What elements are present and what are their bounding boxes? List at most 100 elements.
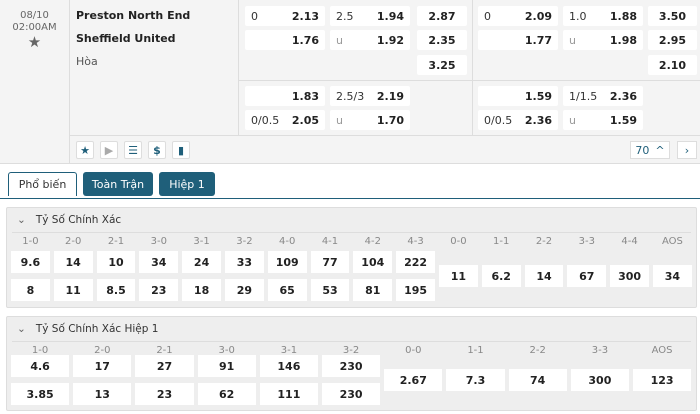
list-icon[interactable]: ☰: [124, 141, 142, 159]
odds-cell[interactable]: 0 2.13: [245, 6, 325, 26]
odds-line: 0: [484, 9, 491, 23]
odds-cell[interactable]: 2.87: [417, 6, 467, 26]
score-odds-cell[interactable]: 62: [197, 383, 256, 405]
odds-cell[interactable]: 2.35: [417, 30, 467, 50]
odds-cell[interactable]: 3.50: [648, 6, 697, 26]
score-odds-cell[interactable]: 8: [11, 279, 50, 301]
score-odds-cell[interactable]: 27: [135, 355, 194, 377]
away-team: Sheffield United: [76, 32, 176, 45]
score-odds-cell[interactable]: 6.2: [481, 265, 521, 287]
score-label: 3-1: [280, 345, 298, 356]
score-odds-cell[interactable]: 230: [322, 355, 381, 377]
match-time: 08/10 02:00AM ★: [0, 0, 70, 164]
odds-line: 0/0.5: [484, 113, 513, 127]
score-odds-cell[interactable]: 29: [225, 279, 264, 301]
score-odds-cell[interactable]: 3.85: [11, 383, 70, 405]
score-odds-cell[interactable]: 91: [197, 355, 256, 377]
score-odds-cell[interactable]: 34: [139, 251, 179, 273]
score-odds-cell[interactable]: 146: [259, 355, 318, 377]
score-odds-cell[interactable]: 123: [633, 369, 692, 391]
odds-cell[interactable]: u 1.70: [330, 110, 410, 130]
odds-cell[interactable]: 1.76: [245, 30, 325, 50]
score-label: 0-0: [450, 236, 467, 247]
score-odds-cell[interactable]: 17: [73, 355, 132, 377]
score-odds-cell[interactable]: 230: [322, 383, 381, 405]
odds-cell[interactable]: 0 2.09: [478, 6, 558, 26]
odds-cell[interactable]: 2.5/3 2.19: [330, 86, 410, 106]
odds-value: 1.83: [291, 89, 319, 103]
score-odds-cell[interactable]: 104: [353, 251, 393, 273]
score-odds-cell[interactable]: 74: [508, 369, 567, 391]
score-odds-cell[interactable]: 11: [439, 265, 478, 287]
score-odds-cell[interactable]: 300: [570, 369, 629, 391]
odds-cell[interactable]: u 1.92: [330, 30, 410, 50]
odds-cell[interactable]: 0/0.5 2.36: [478, 110, 558, 130]
score-label: 2-0: [94, 345, 111, 356]
odds-cell[interactable]: u 1.98: [563, 30, 643, 50]
odds-cell[interactable]: 3.25: [417, 55, 467, 75]
correct-score-section: ⌄ Tỷ Số Chính Xác 1-0 9.6 8 2-0 14 11 2-1 10 8.5 3…: [6, 207, 697, 308]
section-header[interactable]: ⌄ Tỷ Số Chính Xác Hiệp 1: [17, 323, 158, 335]
score-label: 4-3: [407, 236, 424, 247]
score-odds-cell[interactable]: 8.5: [96, 279, 136, 301]
score-odds-cell[interactable]: 13: [73, 383, 132, 405]
star-icon[interactable]: ★: [76, 141, 94, 159]
odds-cell[interactable]: 1.83: [245, 86, 325, 106]
odds-cell[interactable]: 1.0 1.88: [563, 6, 643, 26]
odds-line: 1.0: [569, 9, 587, 23]
odds-value: 1.92: [376, 33, 404, 47]
score-odds-cell[interactable]: 53: [310, 279, 350, 301]
odds-cell[interactable]: 2.5 1.94: [330, 6, 410, 26]
section-title: Tỷ Số Chính Xác Hiệp 1: [35, 323, 159, 335]
chevron-down-icon: ⌄: [17, 323, 26, 335]
score-odds-cell[interactable]: 111: [259, 383, 318, 405]
score-odds-cell[interactable]: 14: [524, 265, 564, 287]
score-odds-cell[interactable]: 34: [653, 265, 692, 287]
score-odds-cell[interactable]: 195: [396, 279, 435, 301]
score-label: 4-0: [279, 236, 296, 247]
dollar-icon[interactable]: $: [148, 141, 166, 159]
odds-cell[interactable]: u 1.59: [563, 110, 643, 130]
odds-cell[interactable]: 1/1.5 2.36: [563, 86, 643, 106]
home-team: Preston North End: [76, 9, 191, 22]
score-odds-cell[interactable]: 81: [353, 279, 393, 301]
score-odds-cell[interactable]: 10: [96, 251, 136, 273]
odds-line: 0: [251, 9, 258, 23]
tab-full-match[interactable]: Toàn Trận: [83, 172, 153, 196]
score-odds-cell[interactable]: 33: [225, 251, 264, 273]
match-date: 08/10: [20, 10, 49, 21]
score-odds-cell[interactable]: 300: [610, 265, 649, 287]
odds-value: 3.25: [428, 58, 456, 72]
tab-popular[interactable]: Phổ biến: [8, 172, 77, 196]
score-odds-cell[interactable]: 23: [135, 383, 194, 405]
score-odds-cell[interactable]: 23: [139, 279, 179, 301]
odds-cell[interactable]: 2.95: [648, 30, 697, 50]
score-odds-cell[interactable]: 4.6: [11, 355, 70, 377]
score-odds-cell[interactable]: 67: [567, 265, 607, 287]
more-markets-button[interactable]: 70 ^: [630, 141, 670, 159]
odds-cell[interactable]: 1.77: [478, 30, 558, 50]
play-icon[interactable]: ▶: [100, 141, 118, 159]
score-odds-cell[interactable]: 14: [53, 251, 93, 273]
score-odds-cell[interactable]: 222: [396, 251, 435, 273]
stats-icon[interactable]: ▮: [172, 141, 190, 159]
score-odds-cell[interactable]: 2.67: [384, 369, 443, 391]
score-label: 3-2: [342, 345, 360, 356]
odds-cell[interactable]: 1.59: [478, 86, 558, 106]
section-header[interactable]: ⌄ Tỷ Số Chính Xác: [17, 214, 121, 226]
score-odds-cell[interactable]: 9.6: [11, 251, 50, 273]
score-odds-cell[interactable]: 24: [182, 251, 221, 273]
score-odds-cell[interactable]: 7.3: [446, 369, 505, 391]
odds-line: 0/0.5: [251, 113, 280, 127]
score-odds-cell[interactable]: 109: [267, 251, 307, 273]
favorite-star-icon[interactable]: ★: [27, 33, 42, 51]
tab-first-half[interactable]: Hiệp 1: [159, 172, 215, 196]
next-button[interactable]: ›: [677, 141, 697, 159]
score-odds-cell[interactable]: 77: [310, 251, 350, 273]
odds-cell[interactable]: 2.10: [648, 55, 697, 75]
odds-cell[interactable]: 0/0.5 2.05: [245, 110, 325, 130]
odds-value: 2.09: [524, 9, 552, 23]
score-odds-cell[interactable]: 18: [182, 279, 221, 301]
score-odds-cell[interactable]: 11: [53, 279, 93, 301]
score-odds-cell[interactable]: 65: [267, 279, 307, 301]
